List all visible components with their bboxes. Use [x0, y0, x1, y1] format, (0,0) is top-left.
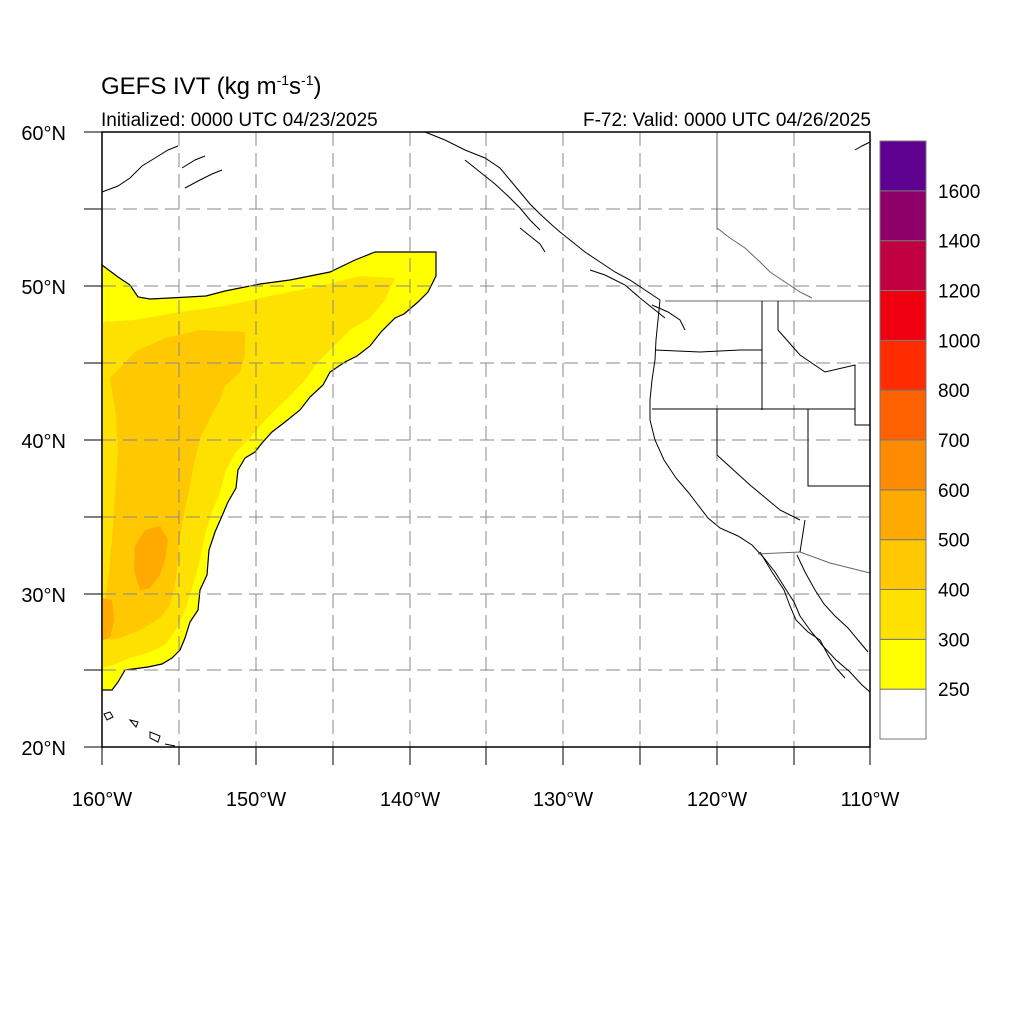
colorbar-label: 800 — [938, 381, 970, 402]
lat-label-50: 50°N — [21, 277, 66, 299]
colorbar-swatch — [879, 688, 927, 740]
colorbar-swatch — [879, 389, 927, 441]
colorbar-label: 1600 — [938, 182, 980, 203]
coastlines — [101, 131, 871, 747]
colorbar-swatch — [879, 638, 927, 690]
ivt-colorbar: 250 300 400 500 600 700 800 1000 1200 1400 1600 — [879, 140, 980, 740]
colorbar-label: 600 — [938, 481, 970, 502]
colorbar-swatch — [879, 539, 927, 591]
lat-label-20: 20°N — [21, 738, 66, 760]
lon-label-130w: 130°W — [533, 789, 593, 811]
colorbar-label: 1400 — [938, 232, 980, 253]
colorbar-label: 1000 — [938, 331, 980, 352]
colorbar-swatch — [879, 140, 927, 192]
lon-label-110w: 110°W — [841, 789, 900, 811]
lat-label-40: 40°N — [21, 431, 66, 453]
colorbar-label: 1200 — [938, 282, 980, 303]
colorbar-swatch — [879, 489, 927, 541]
colorbar-swatch — [879, 339, 927, 391]
colorbar-label: 250 — [938, 680, 970, 701]
tick-marks — [84, 131, 871, 765]
lon-label-150w: 150°W — [226, 789, 286, 811]
colorbar-label: 700 — [938, 431, 970, 452]
lat-label-60: 60°N — [21, 123, 66, 145]
valid-time-label: F-72: Valid: 0000 UTC 04/26/2025 — [583, 110, 871, 131]
map-title: GEFS IVT (kg m-1s-1) — [101, 72, 322, 100]
colorbar-label: 300 — [938, 630, 970, 651]
lon-label-140w: 140°W — [380, 789, 440, 811]
colorbar-swatch — [879, 290, 927, 341]
lat-label-30: 30°N — [21, 585, 66, 607]
lon-label-160w: 160°W — [72, 789, 132, 811]
political-boundaries — [652, 132, 871, 574]
colorbar-label: 400 — [938, 581, 970, 602]
colorbar-swatch — [879, 439, 927, 491]
colorbar-label: 500 — [938, 531, 970, 552]
init-time-label: Initialized: 0000 UTC 04/23/2025 — [101, 110, 378, 131]
colorbar-swatch — [879, 190, 927, 242]
lon-label-120w: 120°W — [687, 789, 747, 811]
ivt-plume — [101, 251, 437, 691]
lat-lon-grid — [102, 132, 870, 747]
colorbar-swatch — [879, 589, 927, 640]
colorbar-swatch — [879, 240, 927, 292]
